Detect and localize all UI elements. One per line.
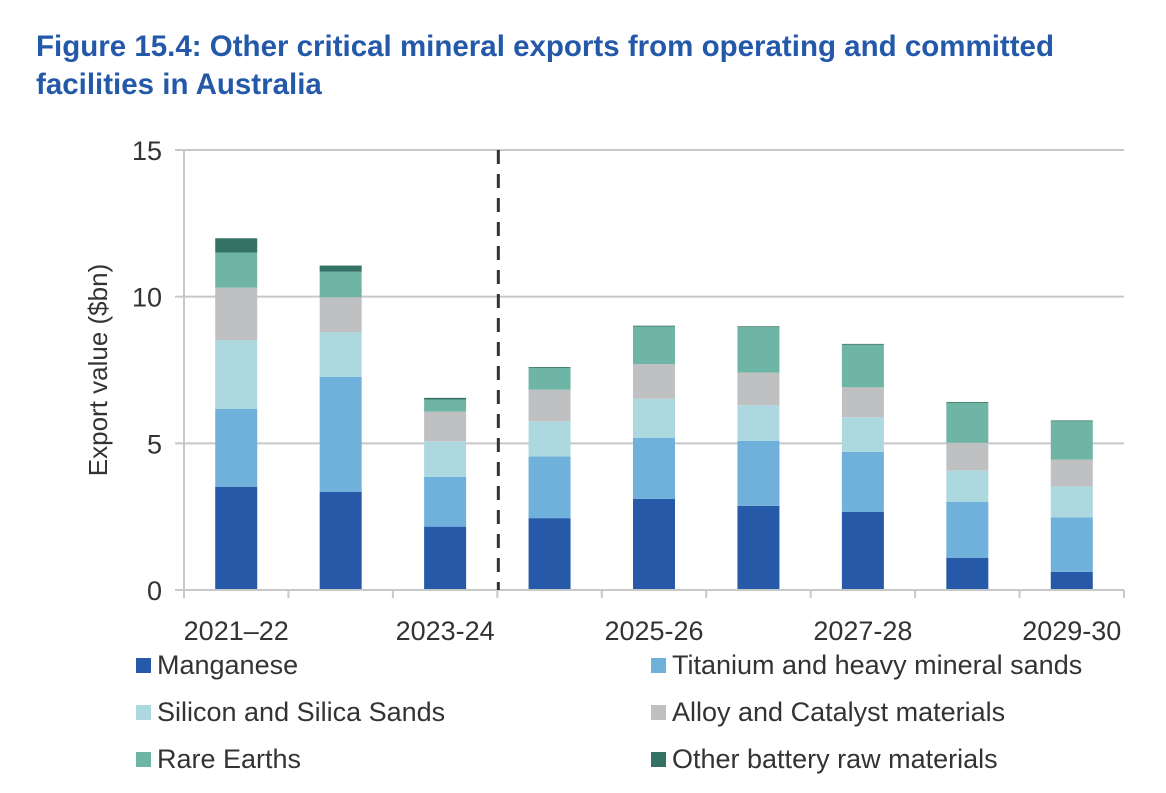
bar-segment (528, 456, 571, 519)
bar-segment (215, 486, 258, 590)
x-tick-label: 2021–22 (184, 616, 289, 646)
legend-item: Other battery raw materials (651, 744, 998, 775)
bar-segment (319, 297, 362, 333)
bar-segment (841, 387, 884, 418)
bar-segment (528, 389, 571, 422)
bar-segment (633, 364, 675, 399)
y-tick-label: 10 (132, 283, 162, 313)
legend-label: Titanium and heavy mineral sands (672, 650, 1083, 680)
bar-segment (215, 340, 258, 409)
legend-swatch (136, 658, 151, 673)
legend-item: Silicon and Silica Sands (136, 697, 445, 728)
bar-segment (633, 498, 675, 590)
bar-segment (1050, 421, 1093, 460)
bar-segment (633, 325, 675, 327)
legend-swatch (651, 752, 666, 767)
x-tick-label: 2029-30 (1022, 616, 1121, 646)
legend-label: Rare Earths (157, 744, 302, 774)
legend-label: Manganese (157, 650, 299, 680)
bar-segment (737, 327, 780, 373)
legend-label: Other battery raw materials (672, 744, 998, 774)
bar-stack (319, 265, 362, 590)
bar-segment (946, 501, 989, 558)
bar-segment (841, 344, 884, 388)
bar-stack (841, 343, 884, 590)
y-tick-label: 15 (132, 136, 162, 166)
y-tick-label: 5 (147, 429, 162, 459)
bar-stack (946, 401, 989, 590)
legend-swatch (651, 705, 666, 720)
legend-swatch (651, 658, 666, 673)
bar-stack (1050, 420, 1093, 590)
bar-segment (424, 397, 467, 400)
bar-segment (946, 470, 989, 502)
bar-segment (633, 437, 675, 499)
legend-label: Alloy and Catalyst materials (672, 697, 1006, 727)
bar-segment (528, 518, 571, 590)
bar-segment (424, 526, 467, 590)
bar-segment (215, 252, 258, 288)
bar-segment (215, 287, 258, 341)
bar-segment (841, 451, 884, 512)
bar-segment (319, 265, 362, 272)
bar-segment (737, 440, 780, 506)
legend-swatch (136, 752, 151, 767)
y-tick-label: 0 (147, 576, 162, 606)
bar-segment (319, 491, 362, 590)
chart-title: Figure 15.4: Other critical mineral expo… (36, 30, 1054, 101)
x-tick-label: 2025-26 (604, 616, 703, 646)
legend-label: Silicon and Silica Sands (157, 697, 446, 727)
y-axis-title: Export value ($bn) (83, 264, 113, 476)
bar-segment (633, 326, 675, 365)
legend-item: Titanium and heavy mineral sands (651, 650, 1082, 681)
bars (215, 238, 1093, 590)
bar-segment (737, 326, 780, 328)
bar-segment (424, 411, 467, 442)
bar-segment (1050, 486, 1093, 518)
bar-segment (946, 401, 989, 403)
bar-stack (215, 238, 258, 590)
bar-segment (841, 511, 884, 590)
bar-segment (946, 442, 989, 471)
bar-segment (841, 343, 884, 345)
bar-stack (737, 326, 780, 590)
bar-stack (528, 367, 571, 590)
bar-segment (946, 557, 989, 590)
bar-segment (215, 408, 258, 487)
x-tick-label: 2027-28 (813, 616, 912, 646)
bar-segment (1050, 420, 1093, 422)
legend-swatch (136, 705, 151, 720)
bar-segment (1050, 459, 1093, 487)
bar-segment (424, 399, 467, 412)
bar-stack (633, 325, 675, 590)
bar-segment (319, 271, 362, 298)
legend-item: Alloy and Catalyst materials (651, 697, 1005, 728)
legend-item: Rare Earths (136, 744, 301, 775)
y-tick-labels: 0 5 10 15 (132, 136, 162, 606)
bar-segment (215, 238, 258, 253)
bar-segment (319, 376, 362, 492)
legend-item: Manganese (136, 650, 298, 681)
bar-segment (946, 402, 989, 443)
bar-segment (319, 332, 362, 377)
x-tick-label: 2023-24 (396, 616, 495, 646)
bar-segment (424, 476, 467, 527)
bar-segment (528, 367, 571, 390)
bar-segment (737, 372, 780, 406)
x-tick-labels: 2021–22 2023-24 2025-26 2027-28 2029-30 (184, 616, 1122, 646)
bar-segment (737, 405, 780, 441)
bar-segment (633, 398, 675, 438)
bar-segment (841, 417, 884, 452)
bar-segment (737, 505, 780, 590)
bar-stack (424, 397, 467, 590)
bar-segment (1050, 517, 1093, 572)
bar-segment (424, 441, 467, 477)
bar-segment (528, 367, 571, 368)
axes (175, 149, 1125, 598)
bar-segment (1050, 571, 1093, 590)
bar-segment (528, 421, 571, 457)
